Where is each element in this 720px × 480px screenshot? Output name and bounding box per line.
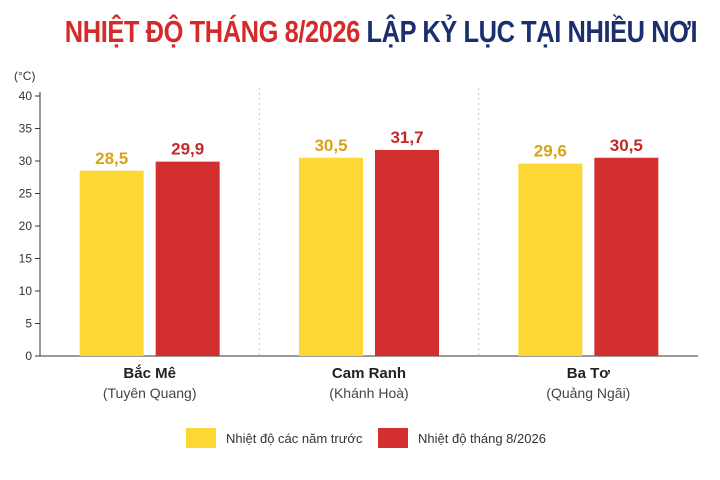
legend-item-previous-years: Nhiệt độ các năm trước [186,428,362,448]
bar-value-label: 29,9 [171,140,204,159]
legend-item-august-2026: Nhiệt độ tháng 8/2026 [378,428,546,448]
chart-title: NHIỆT ĐỘ THÁNG 8/2026 LẬP KỶ LỤC TẠI NHI… [64,14,698,50]
bar-august-2026 [594,157,659,356]
legend-swatch-previous-years [186,428,216,448]
bar-value-label: 29,6 [534,142,567,161]
bar-previous-years [518,163,583,356]
x-category-sublabel: (Khánh Hoà) [329,385,408,401]
y-tick-label: 0 [25,349,32,363]
bar-value-label: 31,7 [390,128,423,147]
bar-value-label: 28,5 [95,149,128,168]
bar-value-label: 30,5 [314,136,347,155]
legend-label-previous-years: Nhiệt độ các năm trước [226,430,363,446]
legend-label-august-2026: Nhiệt độ tháng 8/2026 [418,430,546,446]
chart-title-part1: NHIỆT ĐỘ THÁNG 8/2026 [64,14,361,49]
y-tick-label: 30 [19,154,33,168]
y-tick-label: 5 [25,317,32,331]
bar-august-2026 [155,161,220,356]
y-tick-label: 10 [19,284,33,298]
x-category-sublabel: (Tuyên Quang) [103,385,197,401]
bar-chart: (°C) 0 5 10 15 20 25 30 35 40 28,5 29,9 Bắc Mê (Tuyên… [14,69,698,401]
y-tick-label: 15 [19,252,33,266]
x-category-sublabel: (Quảng Ngãi) [546,385,630,401]
x-category-label: Ba Tơ [567,365,611,382]
y-tick-label: 40 [19,89,33,103]
bar-value-label: 30,5 [610,136,643,155]
y-tick-label: 35 [19,122,33,136]
bar-previous-years [79,170,144,356]
y-tick-label: 20 [19,219,33,233]
chart-legend: Nhiệt độ các năm trước Nhiệt độ tháng 8/… [0,428,720,450]
legend-swatch-august-2026 [378,428,408,448]
y-axis-unit-label: (°C) [14,69,35,83]
x-category-label: Cam Ranh [332,365,406,382]
x-category-label: Bắc Mê [123,364,176,382]
chart-title-part2: LẬP KỶ LỤC TẠI NHIỀU NƠI [366,14,698,49]
bar-august-2026 [375,149,439,356]
y-tick-label: 25 [19,187,33,201]
bar-previous-years [299,157,363,356]
